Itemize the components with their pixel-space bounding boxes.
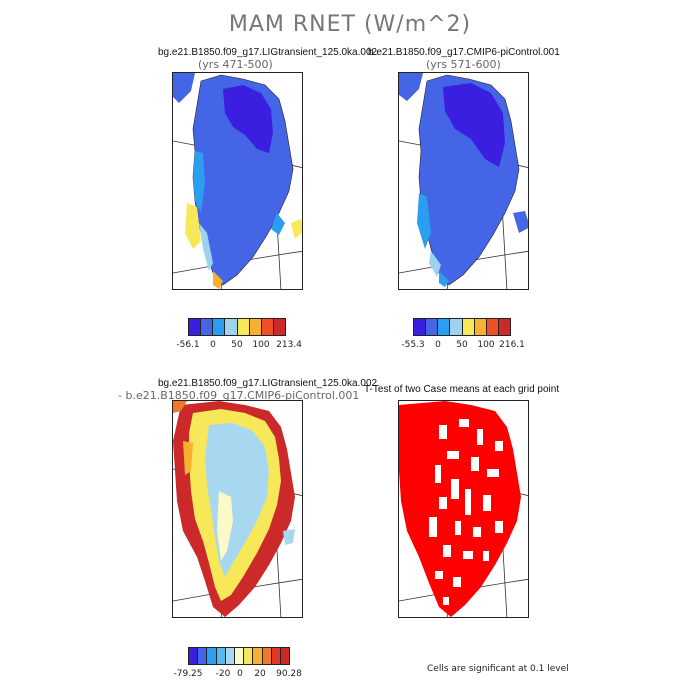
case1-colorbar-label: 0 (210, 340, 216, 350)
colorbar-swatch (201, 319, 214, 335)
colorbar-swatch (225, 648, 235, 664)
diff-colorbar (188, 647, 290, 665)
diff-name: bg.e21.B1850.f09_g17.LIGtransient_125.0k… (158, 378, 378, 389)
figure-title: MAM RNET (W/m^2) (228, 12, 472, 37)
colorbar-swatch (189, 648, 199, 664)
colorbar-swatch (198, 648, 208, 664)
diff-colorbar-label: 20 (254, 669, 266, 679)
colorbar-swatch (207, 648, 217, 664)
colorbar-swatch (213, 319, 226, 335)
ttest-title: T-Test of two Case means at each grid po… (364, 384, 560, 395)
significance-note: Cells are significant at 0.1 level (427, 664, 569, 674)
case2-colorbar-label: 216.1 (499, 340, 525, 350)
case1-name: bg.e21.B1850.f09_g17.LIGtransient_125.0k… (158, 47, 378, 58)
case1-colorbar-label: -56.1 (176, 340, 200, 350)
colorbar-swatch (237, 319, 250, 335)
case1-years: (yrs 471-500) (198, 58, 273, 71)
case2-name: b.e21.B1850.f09_g17.CMIP6-piControl.001 (368, 47, 560, 58)
diff-colorbar-label: -20 (215, 669, 231, 679)
case2-colorbar-label: -55.3 (401, 340, 425, 350)
case2-colorbar (413, 318, 511, 336)
colorbar-swatch (486, 319, 499, 335)
colorbar-swatch (271, 648, 281, 664)
case2-map (398, 72, 529, 290)
ttest-map (398, 400, 529, 618)
colorbar-swatch (414, 319, 427, 335)
diff-map (172, 400, 303, 618)
case1-colorbar-label: 100 (252, 340, 270, 350)
colorbar-swatch (262, 648, 272, 664)
case1-colorbar-label: 50 (231, 340, 243, 350)
colorbar-swatch (249, 319, 262, 335)
colorbar-swatch (234, 648, 245, 664)
colorbar-swatch (273, 319, 285, 335)
colorbar-swatch (438, 319, 451, 335)
diff-colorbar-label: 0 (237, 669, 243, 679)
diff-subtitle: - b.e21.B1850.f09_g17.CMIP6-piControl.00… (118, 389, 360, 402)
colorbar-swatch (450, 319, 463, 335)
case1-colorbar-label: 213.4 (276, 340, 302, 350)
case2-colorbar-label: 50 (456, 340, 468, 350)
diff-colorbar-label: -79.25 (173, 669, 203, 679)
colorbar-swatch (253, 648, 263, 664)
colorbar-swatch (474, 319, 487, 335)
colorbar-swatch (426, 319, 439, 335)
colorbar-swatch (498, 319, 510, 335)
colorbar-swatch (280, 648, 290, 664)
colorbar-swatch (189, 319, 202, 335)
case2-colorbar-label: 100 (477, 340, 495, 350)
colorbar-swatch (216, 648, 226, 664)
colorbar-swatch (462, 319, 475, 335)
colorbar-swatch (244, 648, 254, 664)
case1-colorbar (188, 318, 286, 336)
case2-colorbar-label: 0 (435, 340, 441, 350)
case2-years: (yrs 571-600) (426, 58, 501, 71)
colorbar-swatch (225, 319, 238, 335)
diff-colorbar-label: 90.28 (276, 669, 302, 679)
case1-map (172, 72, 303, 290)
colorbar-swatch (261, 319, 274, 335)
